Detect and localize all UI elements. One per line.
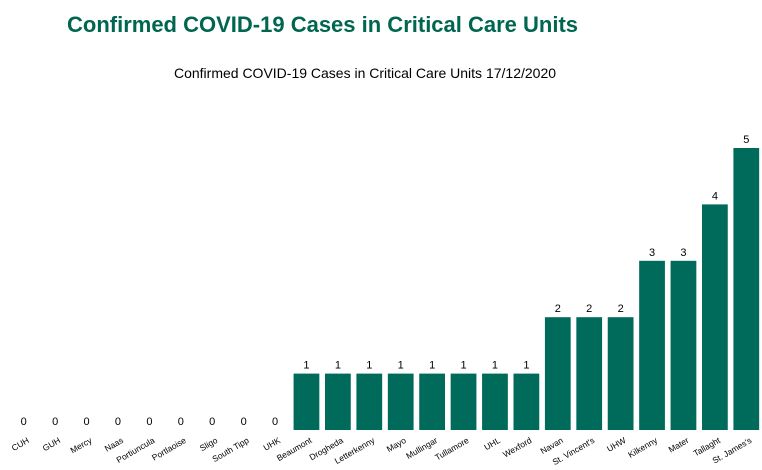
bar <box>324 373 351 430</box>
value-label: 0 <box>52 416 58 428</box>
bar <box>544 317 571 430</box>
value-label: 1 <box>303 360 309 372</box>
x-tick-label: Sligo <box>198 435 220 453</box>
x-tick-label: Tullamore <box>433 435 471 463</box>
bar <box>419 373 446 430</box>
x-tick-label: Portlaoise <box>150 435 188 463</box>
value-label: 0 <box>21 416 27 428</box>
x-tick-label: UHW <box>605 435 628 454</box>
bar <box>733 148 760 430</box>
bar <box>639 260 665 430</box>
bar <box>356 373 383 430</box>
bar <box>450 373 477 430</box>
value-label: 3 <box>680 247 686 259</box>
value-label: 0 <box>115 416 121 428</box>
bar <box>576 317 603 430</box>
x-tick-label: UHL <box>482 435 502 452</box>
value-label: 1 <box>429 360 435 372</box>
bar <box>670 260 697 430</box>
x-tick-label: Mater <box>667 435 691 455</box>
x-tick-label: Kilkenny <box>626 435 659 460</box>
x-tick-label: GUH <box>41 435 62 453</box>
value-label: 0 <box>146 416 152 428</box>
value-label: 2 <box>618 303 624 315</box>
page-title: Confirmed COVID-19 Cases in Critical Car… <box>67 12 578 37</box>
value-label: 5 <box>743 134 749 146</box>
value-label: 1 <box>366 360 372 372</box>
value-label: 0 <box>178 416 184 428</box>
value-label: 2 <box>555 303 561 315</box>
x-tick-label: Wexford <box>501 435 534 460</box>
x-tick-label: CUH <box>10 435 31 453</box>
bar <box>482 373 508 430</box>
value-label: 4 <box>712 190 718 202</box>
bar <box>607 317 634 430</box>
x-tick-label: Mercy <box>69 435 95 456</box>
value-label: 0 <box>83 416 89 428</box>
bar <box>513 373 540 430</box>
bar <box>701 204 728 430</box>
value-label: 0 <box>241 416 247 428</box>
value-label: 2 <box>586 303 592 315</box>
bar <box>293 373 320 430</box>
value-label: 1 <box>492 360 498 372</box>
chart-title: Confirmed COVID-19 Cases in Critical Car… <box>174 65 556 81</box>
value-label: 1 <box>523 360 529 372</box>
x-tick-label: UHK <box>261 435 282 453</box>
value-label: 0 <box>209 416 215 428</box>
value-label: 1 <box>398 360 404 372</box>
value-label: 1 <box>335 360 341 372</box>
x-tick-label: Beaumont <box>275 435 314 463</box>
x-tick-label: Naas <box>103 435 125 454</box>
value-label: 1 <box>460 360 466 372</box>
bar <box>387 373 414 430</box>
value-label: 3 <box>649 247 655 259</box>
value-label: 0 <box>272 416 278 428</box>
